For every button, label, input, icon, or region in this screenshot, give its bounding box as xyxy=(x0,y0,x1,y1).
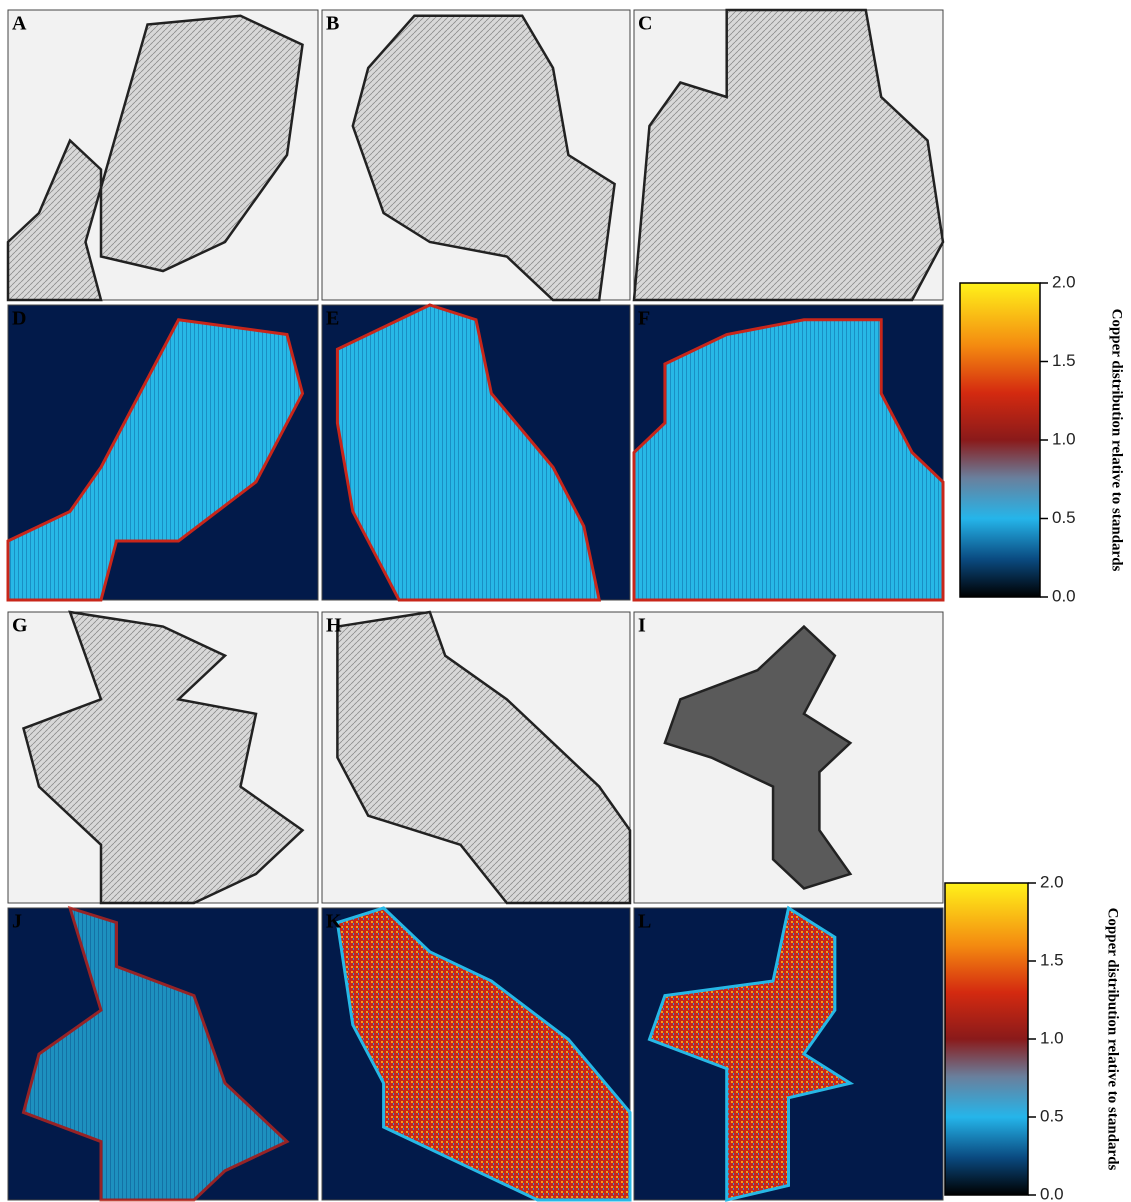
tick-label: 2.0 xyxy=(1052,272,1076,291)
panel-label: F xyxy=(638,308,650,330)
panel: L xyxy=(634,908,943,1200)
panel-label: L xyxy=(638,911,651,933)
tick-label: 1.5 xyxy=(1052,351,1076,370)
panel-label: I xyxy=(638,615,646,637)
panel: K xyxy=(322,908,630,1200)
panel-label: A xyxy=(12,13,27,35)
panel: J xyxy=(8,908,318,1200)
colorbar: 0.0 0.5 1.0 1.5 2.0 Copper distribution relat… xyxy=(945,872,1121,1202)
tick-label: 1.0 xyxy=(1052,429,1076,448)
colorbar: 0.0 0.5 1.0 1.5 2.0 Copper distribution relat… xyxy=(960,272,1125,605)
panel-label: G xyxy=(12,615,28,637)
tick-label: 1.5 xyxy=(1040,950,1064,969)
tick-label: 0.0 xyxy=(1040,1184,1064,1202)
panel: E xyxy=(322,305,630,600)
panel-label: J xyxy=(12,911,22,933)
panel: C xyxy=(634,10,943,300)
colorbar-gradient xyxy=(960,283,1040,597)
tick-label: 1.0 xyxy=(1040,1028,1064,1047)
colorbars: 0.0 0.5 1.0 1.5 2.0 Copper distribution relat… xyxy=(945,272,1125,1202)
panel: I xyxy=(634,612,943,903)
panel-label: C xyxy=(638,13,652,35)
panel: A xyxy=(8,10,318,300)
panel-label: E xyxy=(326,308,339,330)
colorbar-gradient xyxy=(945,883,1028,1195)
panel: B xyxy=(322,10,630,300)
panel: G xyxy=(8,612,318,903)
tick-label: 0.5 xyxy=(1040,1106,1064,1125)
panel: F xyxy=(634,305,943,600)
panel-label: D xyxy=(12,308,26,330)
colorbar-title: Copper distribution relative to standard… xyxy=(1105,908,1121,1171)
panel-label: H xyxy=(326,615,342,637)
tick-label: 0.5 xyxy=(1052,508,1076,527)
panel-label: K xyxy=(326,911,342,933)
panel-label: B xyxy=(326,13,339,35)
colorbar-title: Copper distribution relative to standard… xyxy=(1109,309,1125,572)
panels: A B C D E F G H I J K L xyxy=(8,10,943,1200)
tick-label: 2.0 xyxy=(1040,872,1064,891)
panel: D xyxy=(8,305,318,600)
tick-label: 0.0 xyxy=(1052,586,1076,605)
panel: H xyxy=(322,612,630,903)
figure: A B C D E F G H I J K L 0.0 0.5 1.0 1.5 2.0 Copper distr… xyxy=(0,0,1131,1202)
